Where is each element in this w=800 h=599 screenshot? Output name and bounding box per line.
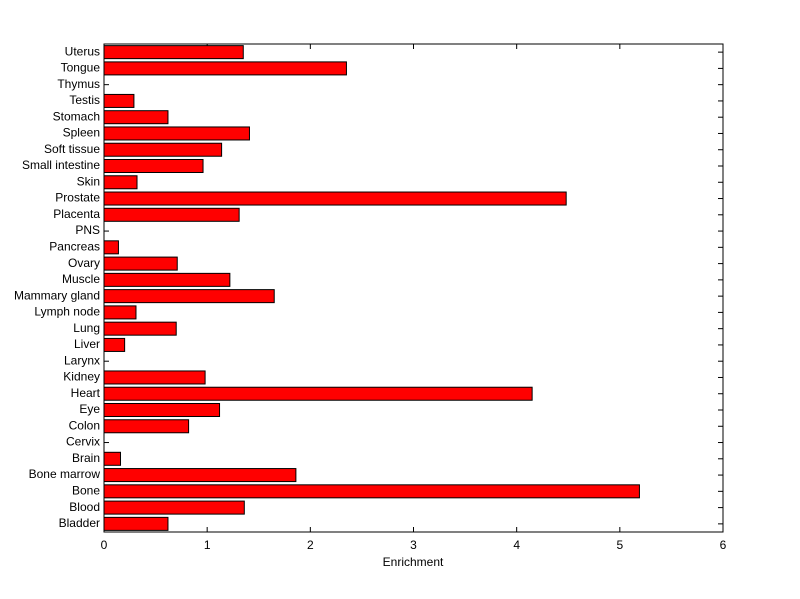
y-tick-label: Blood xyxy=(69,500,100,514)
y-tick-label: Eye xyxy=(79,402,100,416)
y-tick-label: Bone marrow xyxy=(29,467,101,481)
bar xyxy=(103,370,206,385)
plot-frame xyxy=(103,43,724,533)
bar xyxy=(103,386,533,401)
y-tick-label: Tongue xyxy=(61,61,101,75)
x-tick-label: 0 xyxy=(101,538,108,552)
x-tick-label: 3 xyxy=(410,538,417,552)
y-tick-label: Uterus xyxy=(65,44,100,58)
y-tick-label: Liver xyxy=(74,337,100,351)
bar xyxy=(103,126,250,141)
y-tick-label: Testis xyxy=(69,93,100,107)
y-tick-label: Kidney xyxy=(63,370,100,384)
y-tick-label: Thymus xyxy=(57,77,100,91)
y-tick-label: Skin xyxy=(77,174,100,188)
y-tick-label: Ovary xyxy=(68,256,100,270)
y-tick-label: Muscle xyxy=(62,272,100,286)
y-tick-label: Lymph node xyxy=(34,305,100,319)
y-tick-label: Brain xyxy=(72,451,100,465)
bar xyxy=(103,207,240,222)
y-tick-label: Mammary gland xyxy=(14,288,100,302)
bar xyxy=(103,93,135,108)
bar xyxy=(103,240,119,255)
bar xyxy=(103,321,177,336)
x-tick-label: 4 xyxy=(513,538,520,552)
bar xyxy=(103,110,169,125)
bar xyxy=(103,451,122,466)
bar xyxy=(103,516,169,531)
bar xyxy=(103,175,138,190)
bar xyxy=(103,484,640,499)
bar xyxy=(103,305,137,320)
bar xyxy=(103,142,223,157)
y-tick-label: Lung xyxy=(73,321,100,335)
y-tick-label: Spleen xyxy=(63,126,100,140)
bar xyxy=(103,337,126,352)
x-tick-label: 2 xyxy=(307,538,314,552)
bar xyxy=(103,468,297,483)
bar xyxy=(103,158,204,174)
y-tick-label: Heart xyxy=(71,386,101,400)
bar xyxy=(103,256,178,271)
y-tick-label: Cervix xyxy=(66,435,100,449)
y-tick-label: Small intestine xyxy=(22,158,100,172)
bar xyxy=(103,289,275,304)
y-tick-label: Prostate xyxy=(55,191,100,205)
bar xyxy=(103,402,221,418)
y-tick-label: PNS xyxy=(75,223,100,237)
y-tick-label: Larynx xyxy=(64,353,100,367)
x-tick-label: 5 xyxy=(616,538,623,552)
bar xyxy=(103,500,245,515)
y-tick-label: Bone xyxy=(72,484,100,498)
y-tick-label: Bladder xyxy=(59,516,100,530)
bar xyxy=(103,191,567,206)
bar xyxy=(103,45,244,60)
x-tick-label: 6 xyxy=(720,538,727,552)
x-axis-label: Enrichment xyxy=(383,555,444,569)
bar xyxy=(103,61,347,76)
y-tick-label: Placenta xyxy=(53,207,100,221)
bar xyxy=(103,419,190,434)
y-tick-label: Stomach xyxy=(53,109,100,123)
y-tick-label: Soft tissue xyxy=(44,142,100,156)
bar xyxy=(103,272,231,287)
y-tick-label: Colon xyxy=(69,418,100,432)
y-tick-label: Pancreas xyxy=(49,240,100,254)
x-tick-label: 1 xyxy=(204,538,211,552)
